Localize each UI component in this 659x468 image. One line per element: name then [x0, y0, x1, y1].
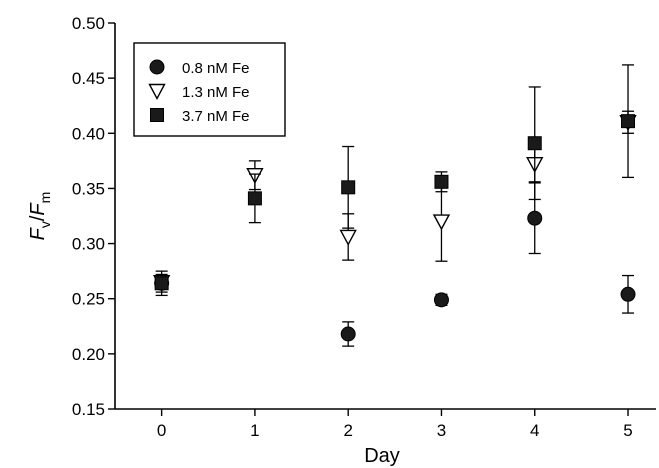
- x-axis-title: Day: [364, 445, 400, 467]
- y-tick-label: 0.50: [72, 14, 105, 33]
- y-tick-label: 0.15: [72, 400, 105, 419]
- y-tick-label: 0.20: [72, 345, 105, 364]
- legend-marker: [148, 83, 166, 100]
- legend-label: 3.7 nM Fe: [182, 108, 250, 125]
- y-tick-label: 0.30: [72, 235, 105, 254]
- legend-label: 0.8 nM Fe: [182, 60, 250, 77]
- data-point: [434, 174, 449, 189]
- legend: 0.8 nM Fe 1.3 nM Fe 3.7 nM Fe: [133, 42, 286, 137]
- x-tick-label: 0: [157, 421, 166, 440]
- data-point: [620, 286, 636, 302]
- y-tick-label: 0.45: [72, 69, 105, 88]
- axes: [114, 23, 656, 410]
- series-0: [154, 182, 636, 347]
- x-tick-label: 5: [623, 421, 632, 440]
- data-point: [341, 180, 356, 195]
- series-1: [152, 110, 637, 292]
- x-tick-label: 3: [437, 421, 446, 440]
- data-point: [621, 114, 636, 129]
- y-tick-label: 0.40: [72, 124, 105, 143]
- x-ticks: 0 1 2 3 4 5: [157, 409, 633, 440]
- data-point: [154, 276, 169, 291]
- data-point: [339, 229, 357, 246]
- x-tick-label: 2: [343, 421, 352, 440]
- legend-label: 1.3 nM Fe: [182, 84, 250, 101]
- data-point: [527, 136, 542, 151]
- legend-marker: [150, 108, 164, 122]
- data-point: [432, 214, 451, 231]
- data-point: [527, 210, 543, 226]
- x-tick-label: 1: [250, 421, 259, 440]
- legend-marker: [149, 59, 165, 75]
- y-tick-label: 0.35: [72, 179, 105, 198]
- series-2: [154, 64, 636, 293]
- data-point: [247, 191, 262, 206]
- data-point: [433, 292, 449, 308]
- y-axis-title: Fv/Fm: [27, 192, 53, 241]
- y-ticks: 0.15 0.20 0.25 0.30 0.35 0.40 0.45 0.50: [72, 14, 115, 419]
- x-tick-label: 4: [530, 421, 539, 440]
- plot-area: [152, 64, 637, 347]
- y-tick-label: 0.25: [72, 290, 105, 309]
- data-point: [340, 326, 356, 342]
